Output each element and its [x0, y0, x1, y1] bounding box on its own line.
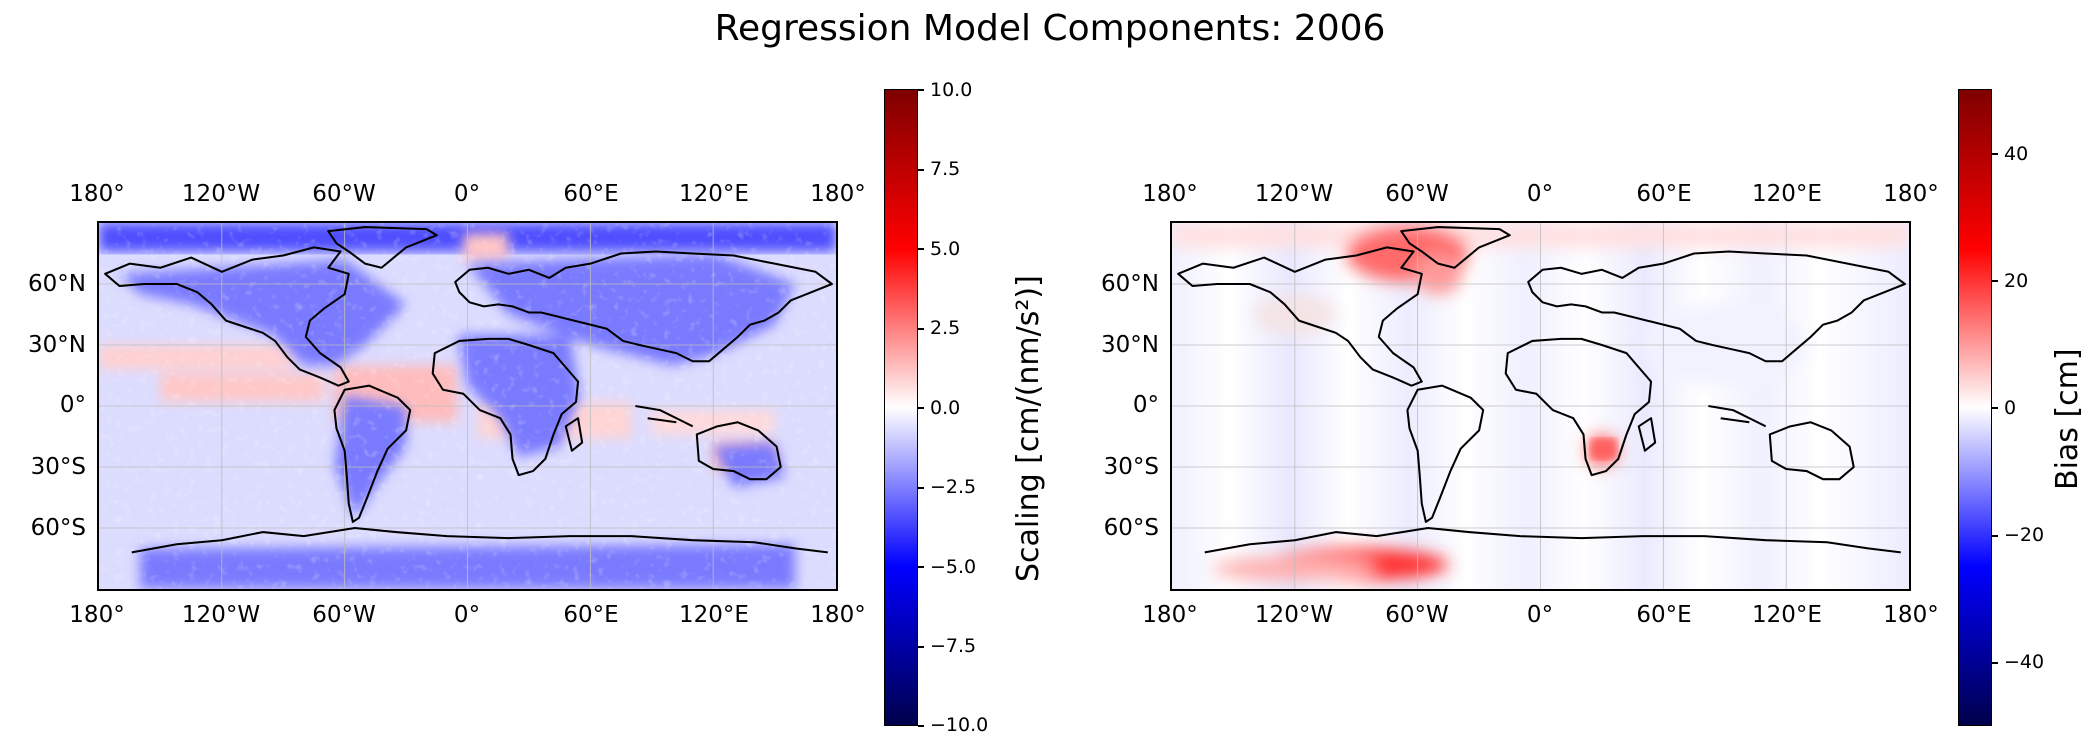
- lon-tick-top: 0°: [1526, 181, 1554, 207]
- lon-tick-top: 60°W: [1385, 181, 1449, 207]
- lon-tick-bottom: 60°E: [1636, 602, 1692, 628]
- lon-tick-top: 60°E: [1636, 181, 1692, 207]
- gridlines: [99, 223, 836, 589]
- lon-tick-top: 120°W: [181, 181, 261, 207]
- lon-tick-bottom: 120°W: [1254, 602, 1334, 628]
- lat-tick: 0°: [1132, 392, 1159, 418]
- lon-tick-bottom: 180°: [1883, 602, 1939, 628]
- colorbar-tick: 40: [2004, 143, 2029, 165]
- lat-tick: 60°N: [1101, 271, 1159, 297]
- bias-map: [1170, 221, 1911, 591]
- colorbar-tick: 0.0: [930, 397, 961, 419]
- lon-tick-bottom: 120°E: [1752, 602, 1822, 628]
- lon-tick-top: 180°: [1142, 181, 1198, 207]
- lon-tick-top: 60°W: [312, 181, 376, 207]
- colorbar-tick: −5.0: [930, 556, 977, 578]
- bias-map-canvas: [1172, 223, 1909, 589]
- lat-tick: 60°S: [1103, 515, 1159, 541]
- lon-tick-top: 0°: [453, 181, 481, 207]
- lon-tick-bottom: 0°: [453, 602, 481, 628]
- colorbar-tick: 10.0: [930, 79, 973, 101]
- lat-tick: 30°N: [1101, 332, 1159, 358]
- lat-tick: 0°: [59, 392, 86, 418]
- bias-colorbar-label: Bias [cm]: [2050, 348, 2085, 490]
- africa-bias-spot: [1591, 438, 1617, 459]
- scaling-colorbar: [884, 89, 918, 726]
- bias-colorbar: [1958, 89, 1992, 726]
- figure-title: Regression Model Components: 2006: [714, 8, 1386, 49]
- lat-tick: 30°N: [28, 332, 86, 358]
- colorbar-tick: 0: [2004, 397, 2017, 419]
- lon-tick-bottom: 60°W: [1385, 602, 1449, 628]
- colorbar-tick: 20: [2004, 270, 2029, 292]
- scaling-map-canvas: [99, 223, 836, 589]
- scaling-colorbar-label: Scaling [cm/(nm/s²)]: [1011, 275, 1046, 582]
- lon-tick-top: 180°: [1883, 181, 1939, 207]
- lon-tick-bottom: 60°W: [312, 602, 376, 628]
- lon-tick-bottom: 180°: [1142, 602, 1198, 628]
- lat-tick: 60°S: [30, 515, 86, 541]
- colorbar-tick: −2.5: [930, 476, 977, 498]
- gridlines: [1172, 223, 1909, 589]
- lon-tick-bottom: 180°: [810, 602, 866, 628]
- colorbar-tick: −7.5: [930, 635, 977, 657]
- colorbar-tick: −10.0: [930, 714, 989, 736]
- colorbar-tick: −20: [2004, 524, 2045, 546]
- lon-tick-top: 180°: [69, 181, 125, 207]
- lat-tick: 60°N: [28, 271, 86, 297]
- colorbar-tick: 5.0: [930, 238, 961, 260]
- colorbar-tick: 7.5: [930, 158, 961, 180]
- scaling-map: [97, 221, 838, 591]
- lon-tick-top: 180°: [810, 181, 866, 207]
- lon-tick-bottom: 0°: [1526, 602, 1554, 628]
- lon-tick-bottom: 120°E: [679, 602, 749, 628]
- colorbar-tick: −40: [2004, 651, 2045, 673]
- lon-tick-bottom: 60°E: [563, 602, 619, 628]
- lon-tick-top: 120°W: [1254, 181, 1334, 207]
- lon-tick-bottom: 120°W: [181, 602, 261, 628]
- lon-tick-top: 60°E: [563, 181, 619, 207]
- lat-tick: 30°S: [1103, 454, 1159, 480]
- coastlines: [104, 226, 833, 554]
- lon-tick-bottom: 180°: [69, 602, 125, 628]
- colorbar-tick: 2.5: [930, 317, 961, 339]
- coastlines: [1177, 226, 1906, 554]
- lon-tick-top: 120°E: [1752, 181, 1822, 207]
- lon-tick-top: 120°E: [679, 181, 749, 207]
- lat-tick: 30°S: [30, 454, 86, 480]
